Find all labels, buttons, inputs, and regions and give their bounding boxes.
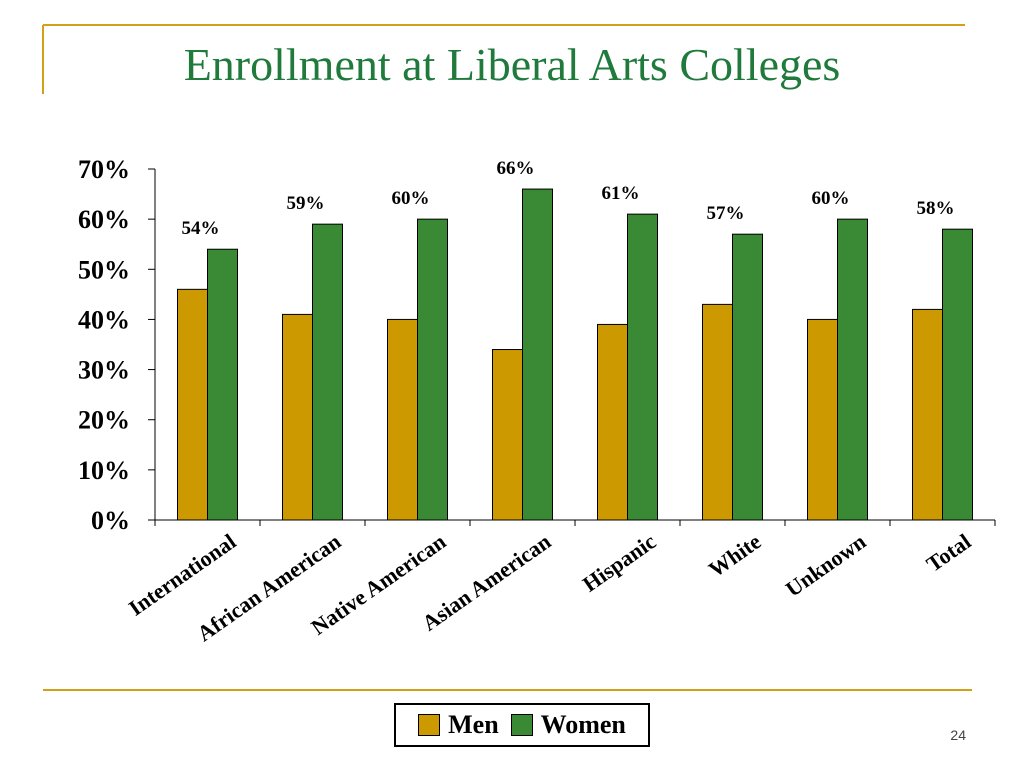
legend-item-men: Men (418, 710, 499, 740)
y-tick-label: 10% (78, 456, 130, 485)
legend-label-men: Men (448, 710, 499, 739)
x-category-label: Hispanic (578, 528, 661, 596)
bar-men (597, 323, 628, 521)
slide-number: 24 (950, 727, 966, 743)
y-tick-label: 60% (78, 205, 130, 234)
bar-men (702, 303, 733, 521)
bar-women (837, 218, 868, 521)
x-category-label: White (704, 528, 766, 582)
data-label: 58% (917, 198, 955, 219)
legend-item-women: Women (510, 710, 626, 740)
bar-men (177, 288, 208, 521)
y-tick-label: 50% (78, 255, 130, 284)
data-label: 60% (812, 188, 850, 209)
bar-women (522, 188, 553, 521)
y-tick-label: 0% (91, 506, 130, 535)
bar-women (417, 218, 448, 521)
bar-men (912, 308, 943, 521)
x-category-label: Total (922, 529, 976, 577)
legend-label-women: Women (540, 710, 626, 739)
data-label: 61% (602, 183, 640, 204)
data-label: 59% (287, 193, 325, 214)
legend-swatch-women (510, 714, 533, 736)
bar-men (387, 318, 418, 521)
data-label: 66% (497, 158, 535, 179)
y-tick-label: 30% (78, 356, 130, 385)
plot-area: 0%10%20%30%40%50%60%70%54%International5… (78, 155, 996, 646)
data-label: 57% (707, 203, 745, 224)
page-title: Enrollment at Liberal Arts Colleges (183, 39, 841, 90)
legend-swatch-men (418, 714, 441, 736)
bar-women (312, 223, 343, 521)
bar-women (942, 228, 973, 521)
y-tick-label: 70% (78, 155, 130, 184)
y-tick-label: 40% (78, 305, 130, 334)
bar-men (492, 349, 523, 521)
x-category-label: Unknown (781, 529, 870, 602)
bar-men (282, 313, 313, 521)
y-tick-label: 20% (78, 406, 130, 435)
data-label: 60% (392, 188, 430, 209)
bar-women (207, 248, 238, 521)
bar-men (807, 318, 838, 521)
data-label: 54% (182, 218, 220, 239)
bar-women (627, 213, 658, 521)
bar-women (732, 233, 763, 521)
legend: Men Women (394, 703, 650, 747)
